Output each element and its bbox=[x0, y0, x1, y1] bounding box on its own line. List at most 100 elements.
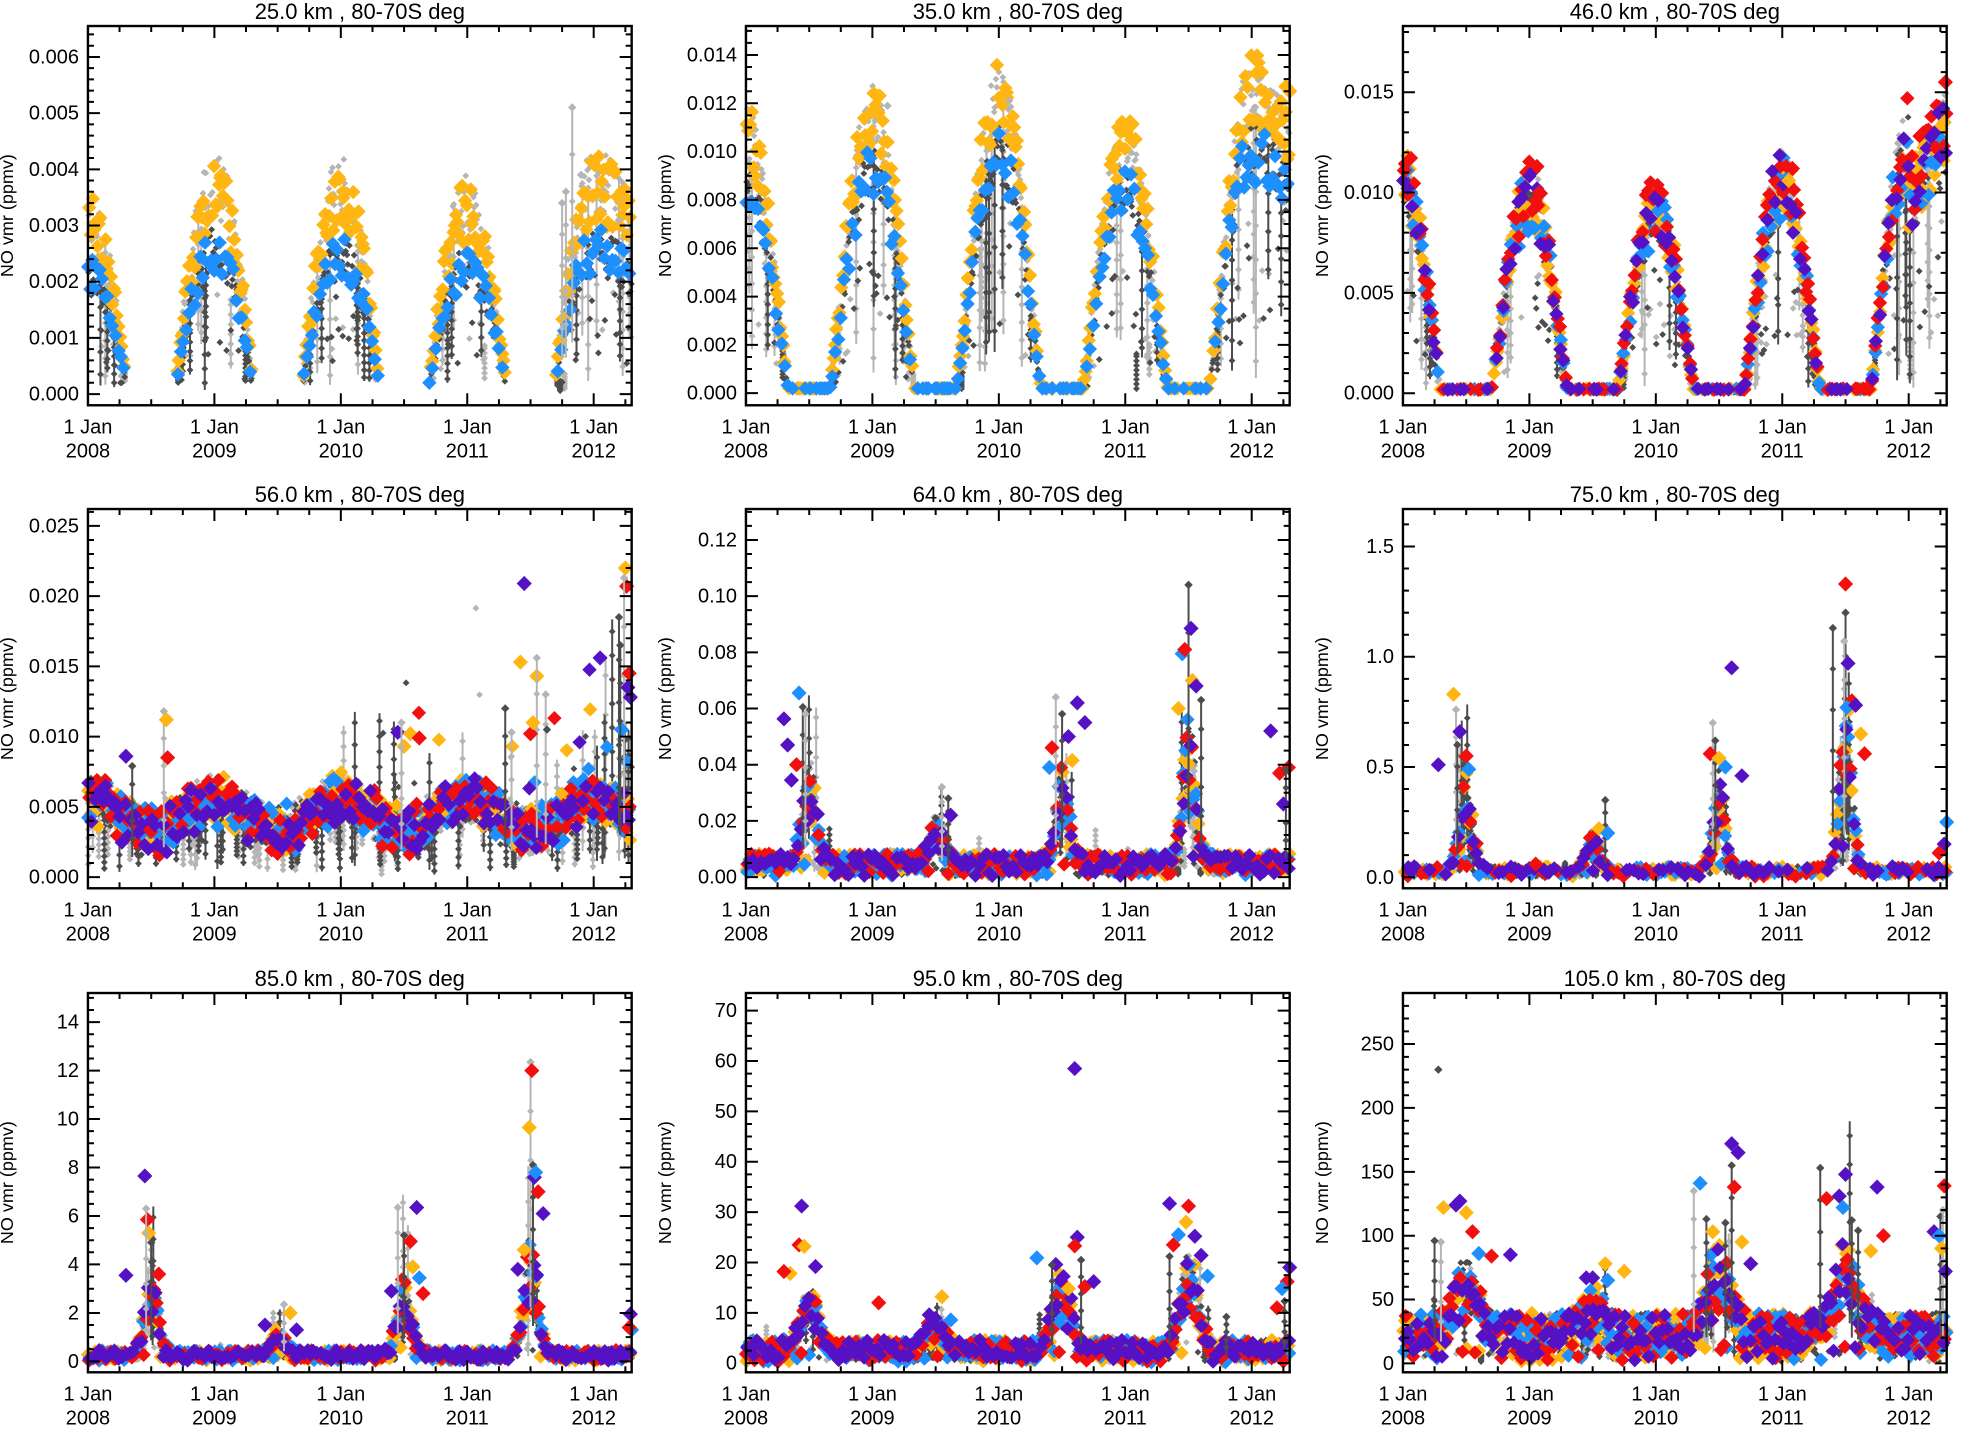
outlier-point bbox=[399, 1230, 409, 1322]
x-tick-label-day: 1 Jan bbox=[190, 1383, 239, 1405]
outlier-point bbox=[1453, 741, 1462, 836]
outlier-point bbox=[1743, 1255, 1759, 1271]
y-tick-label: 1.5 bbox=[1366, 536, 1394, 558]
outlier-point bbox=[118, 749, 134, 765]
outlier-point bbox=[1069, 1229, 1085, 1245]
x-tick-label-year: 2010 bbox=[976, 1407, 1020, 1429]
y-tick-label: 70 bbox=[714, 1000, 736, 1022]
x-tick-label-year: 2012 bbox=[1887, 1407, 1931, 1429]
x-tick-label-year: 2012 bbox=[1229, 440, 1273, 462]
x-tick-label-day: 1 Jan bbox=[721, 1383, 770, 1405]
outlier-point bbox=[622, 1306, 638, 1322]
outlier-point bbox=[501, 704, 510, 823]
outlier-point bbox=[1816, 1163, 1825, 1300]
y-tick-label: 0.006 bbox=[29, 46, 79, 68]
data-points-group bbox=[738, 1060, 1297, 1370]
x-tick-label-year: 2011 bbox=[1761, 1407, 1804, 1429]
x-tick-label-day: 1 Jan bbox=[974, 1383, 1023, 1405]
outlier-point bbox=[1702, 1214, 1711, 1317]
outlier-point bbox=[1819, 1190, 1835, 1206]
y-tick-label: 8 bbox=[68, 1157, 79, 1179]
y-tick-label: 0 bbox=[68, 1351, 79, 1373]
x-tick-label-year: 2008 bbox=[66, 924, 110, 946]
outlier-point bbox=[1196, 696, 1205, 820]
outlier-point bbox=[779, 737, 795, 753]
x-tick-label-year: 2010 bbox=[1634, 1407, 1678, 1429]
data-points-group bbox=[1396, 1065, 1955, 1369]
outlier-point bbox=[532, 654, 542, 806]
outlier-point bbox=[1452, 724, 1468, 740]
outlier-point bbox=[1840, 637, 1849, 800]
outlier-point bbox=[1458, 748, 1475, 764]
series-dgray-points bbox=[85, 226, 635, 395]
series-purple-points bbox=[81, 662, 636, 860]
y-tick-label: 10 bbox=[57, 1108, 79, 1130]
panel-title: 75.0 km , 80-70S deg bbox=[1570, 483, 1780, 507]
x-tick-label-day: 1 Jan bbox=[1227, 416, 1276, 438]
outlier-point bbox=[1838, 576, 1854, 592]
data-points-group bbox=[80, 103, 638, 395]
x-tick-label-year: 2008 bbox=[723, 1407, 767, 1429]
outlier-point bbox=[931, 814, 940, 823]
data-points-group bbox=[738, 48, 1297, 396]
outlier-point bbox=[393, 1202, 402, 1312]
outlier-point bbox=[1727, 1179, 1743, 1195]
panel-background bbox=[1315, 966, 1973, 1450]
outlier-point bbox=[1585, 1269, 1601, 1286]
outlier-point bbox=[1458, 1204, 1475, 1220]
series-purple-points bbox=[1398, 1236, 1952, 1368]
y-tick-label: 0.02 bbox=[698, 811, 737, 833]
y-tick-label: 0.000 bbox=[1344, 383, 1394, 405]
x-tick-label-year: 2012 bbox=[571, 1407, 615, 1429]
plot-canvas-25.0km: 25.0 km , 80-70S deg NO vmr (ppmv) 0.000 0.… bbox=[0, 0, 658, 484]
outlier-point bbox=[1165, 1236, 1181, 1253]
outlier-point bbox=[510, 1261, 526, 1277]
y-axis-label: NO vmr (ppmv) bbox=[1315, 154, 1332, 277]
x-tick-label-day: 1 Jan bbox=[848, 1383, 897, 1405]
data-points-group bbox=[1396, 74, 1954, 398]
y-tick-label: 40 bbox=[714, 1151, 736, 1173]
outlier-point bbox=[1848, 697, 1864, 714]
data-points-group bbox=[1397, 576, 1955, 884]
x-tick-label-year: 2008 bbox=[723, 440, 767, 462]
outlier-point bbox=[528, 1164, 544, 1180]
y-tick-label: 0.12 bbox=[698, 530, 737, 552]
outlier-point bbox=[943, 794, 953, 854]
x-tick-label-year: 2010 bbox=[976, 440, 1020, 462]
x-tick-label-day: 1 Jan bbox=[443, 416, 492, 438]
x-tick-label-year: 2010 bbox=[319, 924, 363, 946]
y-tick-label: 0.10 bbox=[698, 586, 737, 608]
x-tick-label-year: 2008 bbox=[66, 440, 110, 462]
x-tick-label-day: 1 Jan bbox=[1885, 416, 1934, 438]
y-tick-label: 0.010 bbox=[1344, 182, 1394, 204]
outlier-point bbox=[621, 1319, 637, 1335]
x-tick-label-day: 1 Jan bbox=[721, 416, 770, 438]
x-tick-label-year: 2009 bbox=[192, 440, 236, 462]
outlier-point bbox=[526, 1057, 535, 1262]
outlier-point bbox=[1597, 1255, 1614, 1271]
outlier-point bbox=[141, 1204, 151, 1312]
outlier-point bbox=[1060, 1280, 1076, 1296]
plot-border bbox=[744, 508, 1291, 890]
outlier-point bbox=[616, 641, 625, 802]
y-tick-label: 4 bbox=[68, 1254, 79, 1276]
y-tick-label: 0.003 bbox=[29, 215, 79, 237]
x-tick-label-year: 2012 bbox=[1229, 1407, 1273, 1429]
x-tick-label-year: 2010 bbox=[1634, 440, 1678, 462]
y-tick-label: 2 bbox=[68, 1302, 79, 1324]
panel-background bbox=[657, 966, 1316, 1450]
outlier-point bbox=[530, 1183, 546, 1200]
outlier-point bbox=[1503, 1246, 1519, 1263]
outlier-point bbox=[522, 726, 539, 742]
outlier-point bbox=[405, 1258, 421, 1275]
x-tick-label-year: 2008 bbox=[723, 924, 767, 946]
plot-border bbox=[86, 508, 633, 890]
outlier-point bbox=[1600, 1272, 1616, 1288]
x-tick-label-year: 2010 bbox=[1634, 924, 1678, 946]
outlier-point bbox=[1785, 160, 1801, 177]
x-tick-label-day: 1 Jan bbox=[1505, 1383, 1554, 1405]
outlier-point bbox=[1262, 723, 1278, 739]
outlier-point bbox=[614, 215, 624, 225]
outlier-point bbox=[1161, 1195, 1177, 1211]
outlier-point bbox=[151, 1266, 167, 1282]
